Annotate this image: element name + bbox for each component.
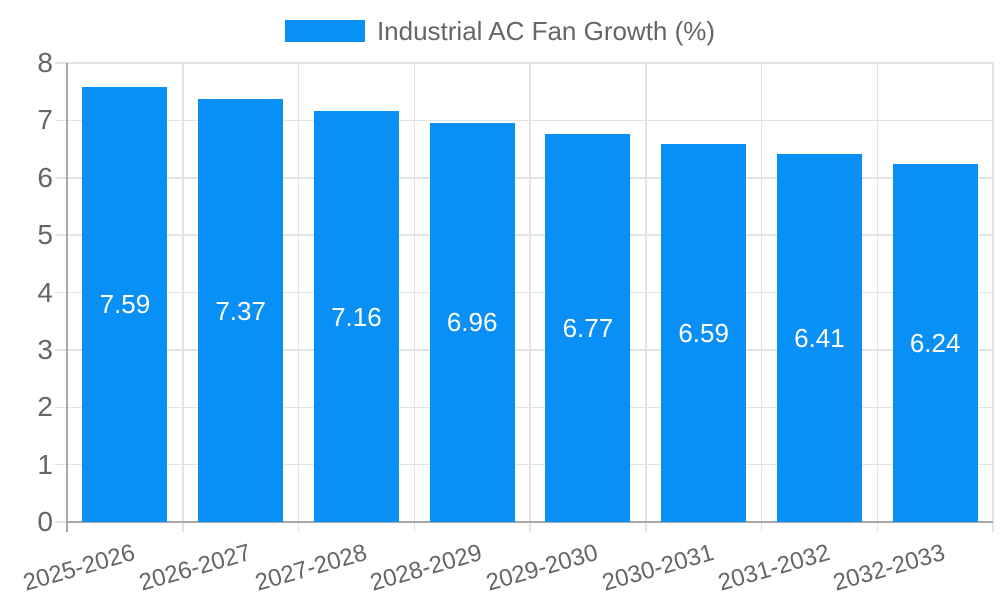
bar[interactable] xyxy=(892,163,978,522)
x-tick xyxy=(413,522,415,532)
y-tick xyxy=(55,406,67,408)
y-axis-tick-label: 1 xyxy=(37,448,53,480)
x-axis-tick-label: 2025-2026 xyxy=(20,539,139,597)
legend-swatch xyxy=(284,20,365,42)
x-gridline xyxy=(297,63,300,522)
x-tick xyxy=(182,522,184,532)
x-axis-line xyxy=(67,521,993,523)
bar[interactable] xyxy=(198,99,284,522)
y-axis-tick-label: 0 xyxy=(37,506,53,537)
y-tick xyxy=(55,521,67,523)
x-axis-tick-label: 2032-2033 xyxy=(830,539,949,597)
x-gridline xyxy=(182,63,184,522)
y-tick xyxy=(55,177,67,179)
x-axis-tick-label: 2029-2030 xyxy=(483,539,602,597)
x-tick xyxy=(529,522,531,532)
x-axis-tick-label: 2031-2032 xyxy=(714,539,833,597)
y-axis-tick-label: 6 xyxy=(37,161,53,193)
x-axis-tick-label: 2030-2031 xyxy=(599,539,717,597)
bar[interactable] xyxy=(776,154,862,522)
bar-value-label: 7.16 xyxy=(331,301,382,332)
bar-value-label: 6.24 xyxy=(909,327,961,358)
x-axis-tick-label: 2028-2029 xyxy=(367,539,486,597)
y-axis-tick-label: 3 xyxy=(37,333,53,365)
bar-value-label: 6.41 xyxy=(794,323,845,354)
bar[interactable] xyxy=(661,143,747,522)
y-tick xyxy=(55,119,67,122)
legend-label: Industrial AC Fan Growth (%) xyxy=(376,15,716,46)
bar-value-label: 6.59 xyxy=(678,317,729,348)
y-axis-tick-label: 4 xyxy=(37,276,53,308)
bar[interactable] xyxy=(545,133,631,522)
bar[interactable] xyxy=(313,111,399,522)
bar-value-label: 6.77 xyxy=(562,312,614,343)
y-tick xyxy=(55,62,67,64)
y-tick xyxy=(55,463,67,466)
y-tick xyxy=(55,234,67,236)
y-axis-tick-label: 8 xyxy=(37,47,53,78)
bar-value-label: 6.96 xyxy=(446,307,498,338)
x-tick xyxy=(876,522,878,532)
x-axis-tick-label: 2026-2027 xyxy=(136,539,254,597)
y-axis-tick-label: 5 xyxy=(37,219,53,251)
y-tick xyxy=(55,291,67,294)
x-gridline xyxy=(413,63,415,522)
x-gridline xyxy=(529,63,531,522)
bar[interactable] xyxy=(82,86,168,522)
x-gridline xyxy=(645,63,647,522)
x-gridline xyxy=(760,63,763,522)
bar[interactable] xyxy=(429,122,515,522)
x-axis-tick-label: 2027-2028 xyxy=(251,539,370,597)
legend[interactable]: Industrial AC Fan Growth (%) xyxy=(0,16,1000,46)
x-tick xyxy=(297,522,300,532)
x-tick xyxy=(760,522,763,532)
y-axis-line xyxy=(66,63,68,532)
x-tick xyxy=(992,522,994,532)
bar-value-label: 7.37 xyxy=(215,295,266,326)
bar-value-label: 7.59 xyxy=(99,289,151,320)
x-tick xyxy=(645,522,647,532)
y-axis-tick-label: 2 xyxy=(37,391,53,423)
x-gridline xyxy=(876,63,878,522)
y-tick xyxy=(55,349,67,351)
x-gridline xyxy=(992,63,994,522)
y-axis-tick-label: 7 xyxy=(37,104,53,136)
